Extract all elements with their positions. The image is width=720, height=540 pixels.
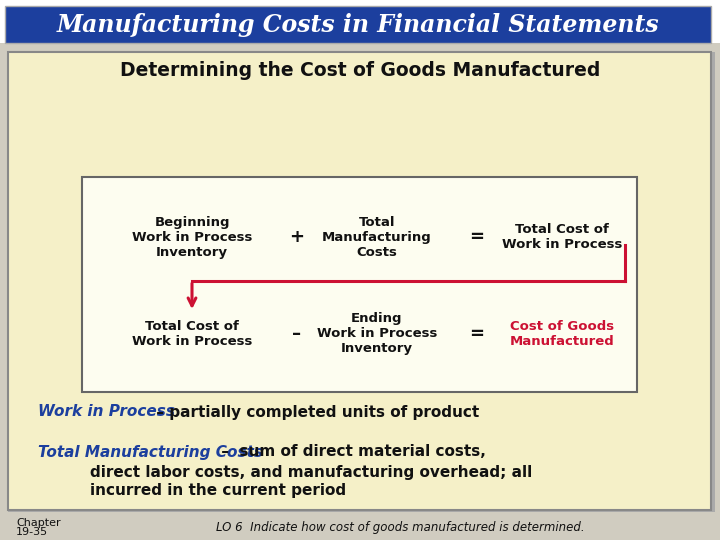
Text: +: + (289, 228, 305, 246)
Text: =: = (469, 228, 485, 246)
Bar (8, 52, 715, 512)
Text: Chapter: Chapter (16, 518, 60, 528)
Bar (8, 52, 711, 510)
Text: –  sum of direct material costs,: – sum of direct material costs, (216, 444, 486, 460)
Text: Total Cost of
Work in Process: Total Cost of Work in Process (502, 223, 622, 251)
Text: Work in Process: Work in Process (38, 404, 175, 420)
Text: Cost of Goods
Manufactured: Cost of Goods Manufactured (510, 320, 614, 348)
Text: Total
Manufacturing
Costs: Total Manufacturing Costs (322, 215, 432, 259)
Text: incurred in the current period: incurred in the current period (90, 483, 346, 497)
Text: direct labor costs, and manufacturing overhead; all: direct labor costs, and manufacturing ov… (90, 464, 532, 480)
Text: =: = (469, 325, 485, 343)
Bar (0, 0, 720, 43)
Text: Total Cost of
Work in Process: Total Cost of Work in Process (132, 320, 252, 348)
Text: –: – (292, 325, 302, 343)
Text: Beginning
Work in Process
Inventory: Beginning Work in Process Inventory (132, 215, 252, 259)
Text: Determining the Cost of Goods Manufactured: Determining the Cost of Goods Manufactur… (120, 62, 600, 80)
Text: Manufacturing Costs in Financial Statements: Manufacturing Costs in Financial Stateme… (57, 13, 660, 37)
Text: Total Manufacturing Costs: Total Manufacturing Costs (38, 444, 263, 460)
Text: Ending
Work in Process
Inventory: Ending Work in Process Inventory (317, 313, 437, 355)
Text: – partially completed units of product: – partially completed units of product (151, 404, 480, 420)
Text: 19-35: 19-35 (16, 527, 48, 537)
Text: LO 6  Indicate how cost of goods manufactured is determined.: LO 6 Indicate how cost of goods manufact… (216, 522, 585, 535)
Bar (5, 6, 711, 43)
Bar (82, 177, 637, 392)
